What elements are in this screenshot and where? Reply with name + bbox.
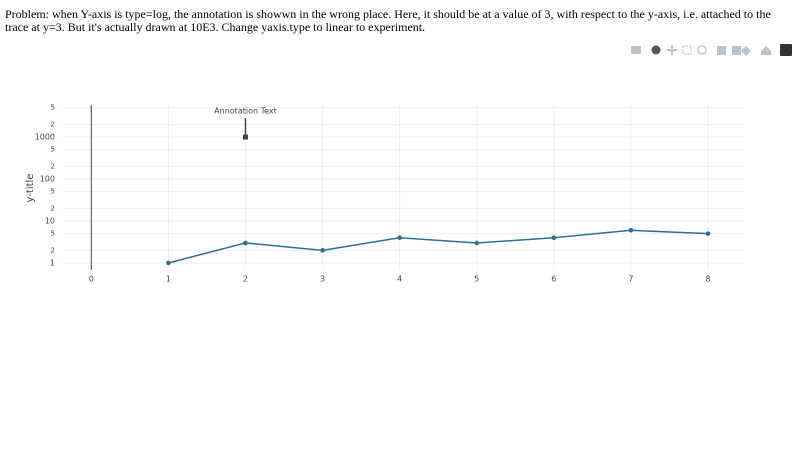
y-tick-label: 5 — [51, 188, 55, 196]
y-tick-label: 2 — [51, 162, 55, 170]
camera-icon[interactable] — [631, 46, 641, 54]
y-axis-title: y-title — [25, 174, 36, 203]
x-tick-label: 8 — [705, 275, 710, 284]
y-tick-label: 2 — [51, 246, 55, 254]
x-tick-label: 2 — [243, 275, 248, 284]
point — [166, 260, 171, 266]
y-tick-label: 1 — [50, 258, 55, 267]
zoom-icon[interactable] — [651, 45, 661, 55]
y-tick-label: 5 — [51, 230, 55, 238]
autoscale-icon[interactable] — [741, 46, 751, 56]
y-tick-label: 5 — [51, 146, 55, 154]
point — [705, 231, 711, 236]
x-tick-label: 1 — [166, 275, 171, 284]
point — [243, 240, 248, 246]
x-tick-label: 3 — [320, 275, 325, 284]
y-tick-label: 5 — [51, 104, 55, 112]
pan-icon[interactable] — [667, 45, 677, 55]
annotation-arrowhead — [242, 134, 248, 140]
x-tick-label: 6 — [551, 275, 556, 284]
line — [168, 229, 709, 264]
point — [628, 228, 634, 233]
point — [320, 248, 325, 253]
y-tick-label: 2 — [51, 204, 55, 212]
zoom-in-icon[interactable] — [717, 46, 726, 55]
lasso-icon[interactable] — [697, 45, 707, 55]
x-tick-label: 0 — [89, 275, 94, 284]
point — [397, 235, 402, 240]
annotation-text: Annotation Text — [214, 107, 277, 116]
box-select-icon[interactable] — [682, 45, 692, 55]
plotly-logo[interactable] — [780, 44, 792, 56]
y-tick-label: 2 — [51, 120, 55, 128]
x-tick-label: 7 — [628, 275, 633, 284]
y-tick-label: 10 — [45, 216, 55, 225]
y-tick-label: 1000 — [35, 133, 55, 142]
reset-icon[interactable] — [761, 46, 771, 55]
modebar — [631, 44, 792, 56]
zoom-out-icon[interactable] — [732, 46, 741, 55]
x-tick-label: 4 — [397, 275, 402, 284]
point — [474, 240, 480, 246]
problem-text: Problem: when Y-axis is type=log, the an… — [5, 7, 771, 34]
point — [551, 235, 557, 240]
y-tick-label: 100 — [40, 175, 55, 184]
x-tick-label: 5 — [474, 275, 479, 284]
